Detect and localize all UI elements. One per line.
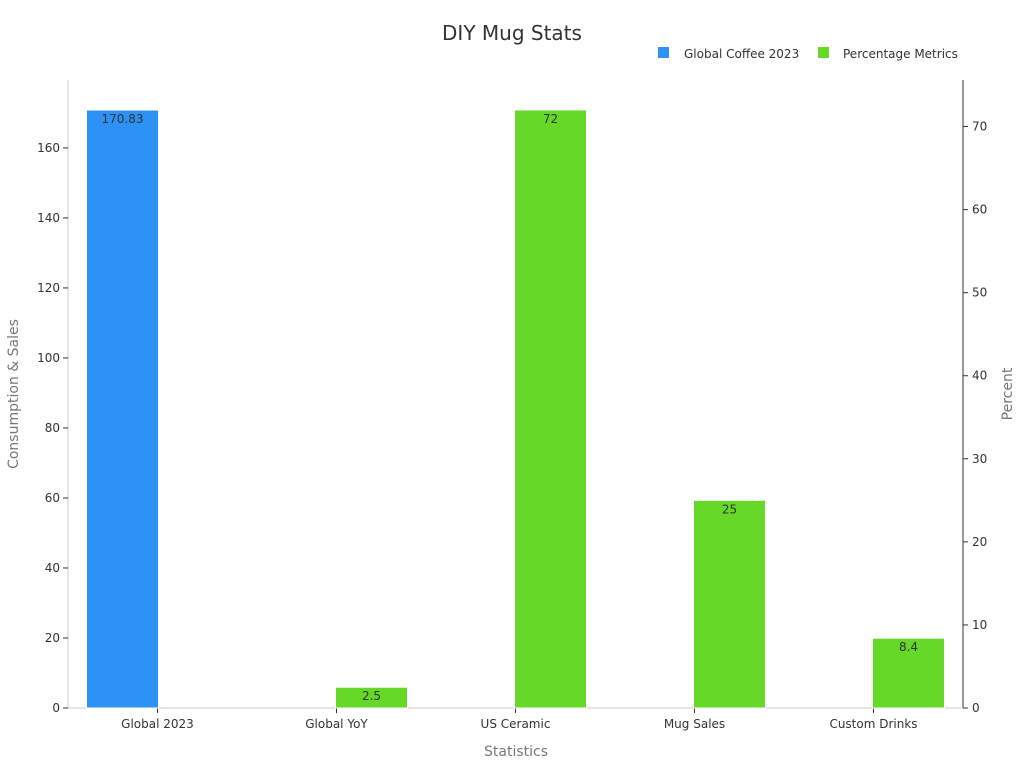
bar-custom-drinks xyxy=(872,637,945,709)
bar-value-label: 25 xyxy=(722,502,737,516)
bar-us-ceramic xyxy=(514,109,587,709)
bar-mug-sales xyxy=(693,499,766,709)
bar-value-label: 170.83 xyxy=(102,112,144,126)
y-tick-label: 140 xyxy=(37,211,60,225)
y2-tick-label: 40 xyxy=(972,369,987,383)
y-axis-title: Consumption & Sales xyxy=(6,319,22,469)
y-tick-label: 120 xyxy=(37,281,60,295)
x-axis-ticks: Global 2023 Global YoY US Ceramic Mug Sales… xyxy=(121,708,918,731)
x-tick-label: US Ceramic xyxy=(481,717,551,731)
legend-label-global-coffee: Global Coffee 2023 xyxy=(684,47,799,61)
y2-tick-label: 50 xyxy=(972,286,987,300)
y-tick-label: 160 xyxy=(37,141,60,155)
bar-value-label: 8.4 xyxy=(899,640,918,654)
y-tick-label: 60 xyxy=(45,491,60,505)
y2-tick-label: 70 xyxy=(972,120,987,134)
x-tick-label: Custom Drinks xyxy=(829,717,917,731)
bars xyxy=(86,109,945,709)
y-axis-ticks: 0 20 40 60 80 100 120 140 160 xyxy=(37,141,68,715)
bar-labels: 170.83 2.5 72 25 8.4 xyxy=(102,112,919,703)
x-tick-label: Global YoY xyxy=(305,717,368,731)
chart-title: DIY Mug Stats xyxy=(442,21,582,45)
bar-global-2023 xyxy=(86,109,159,709)
y-tick-label: 20 xyxy=(45,631,60,645)
y2-tick-label: 20 xyxy=(972,535,987,549)
y2-tick-label: 0 xyxy=(972,701,980,715)
x-tick-label: Mug Sales xyxy=(664,717,725,731)
y-tick-label: 0 xyxy=(52,701,60,715)
bar-value-label: 72 xyxy=(543,112,558,126)
y2-axis-title: Percent xyxy=(1000,367,1016,420)
y-tick-label: 80 xyxy=(45,421,60,435)
y2-axis-ticks: 0 10 20 30 40 50 60 70 xyxy=(963,120,987,715)
y2-tick-label: 30 xyxy=(972,452,987,466)
y2-tick-label: 60 xyxy=(972,203,987,217)
y-tick-label: 40 xyxy=(45,561,60,575)
bar-value-label: 2.5 xyxy=(362,689,381,703)
y2-tick-label: 10 xyxy=(972,618,987,632)
legend-label-percentage-metrics: Percentage Metrics xyxy=(843,47,958,61)
legend-swatch-global-coffee xyxy=(658,47,669,58)
x-tick-label: Global 2023 xyxy=(121,717,194,731)
bar-global-yoy xyxy=(335,686,408,709)
legend-swatch-percentage-metrics xyxy=(818,47,829,58)
y-tick-label: 100 xyxy=(37,351,60,365)
legend: Global Coffee 2023 Percentage Metrics xyxy=(658,47,958,61)
x-axis-title: Statistics xyxy=(484,744,548,760)
